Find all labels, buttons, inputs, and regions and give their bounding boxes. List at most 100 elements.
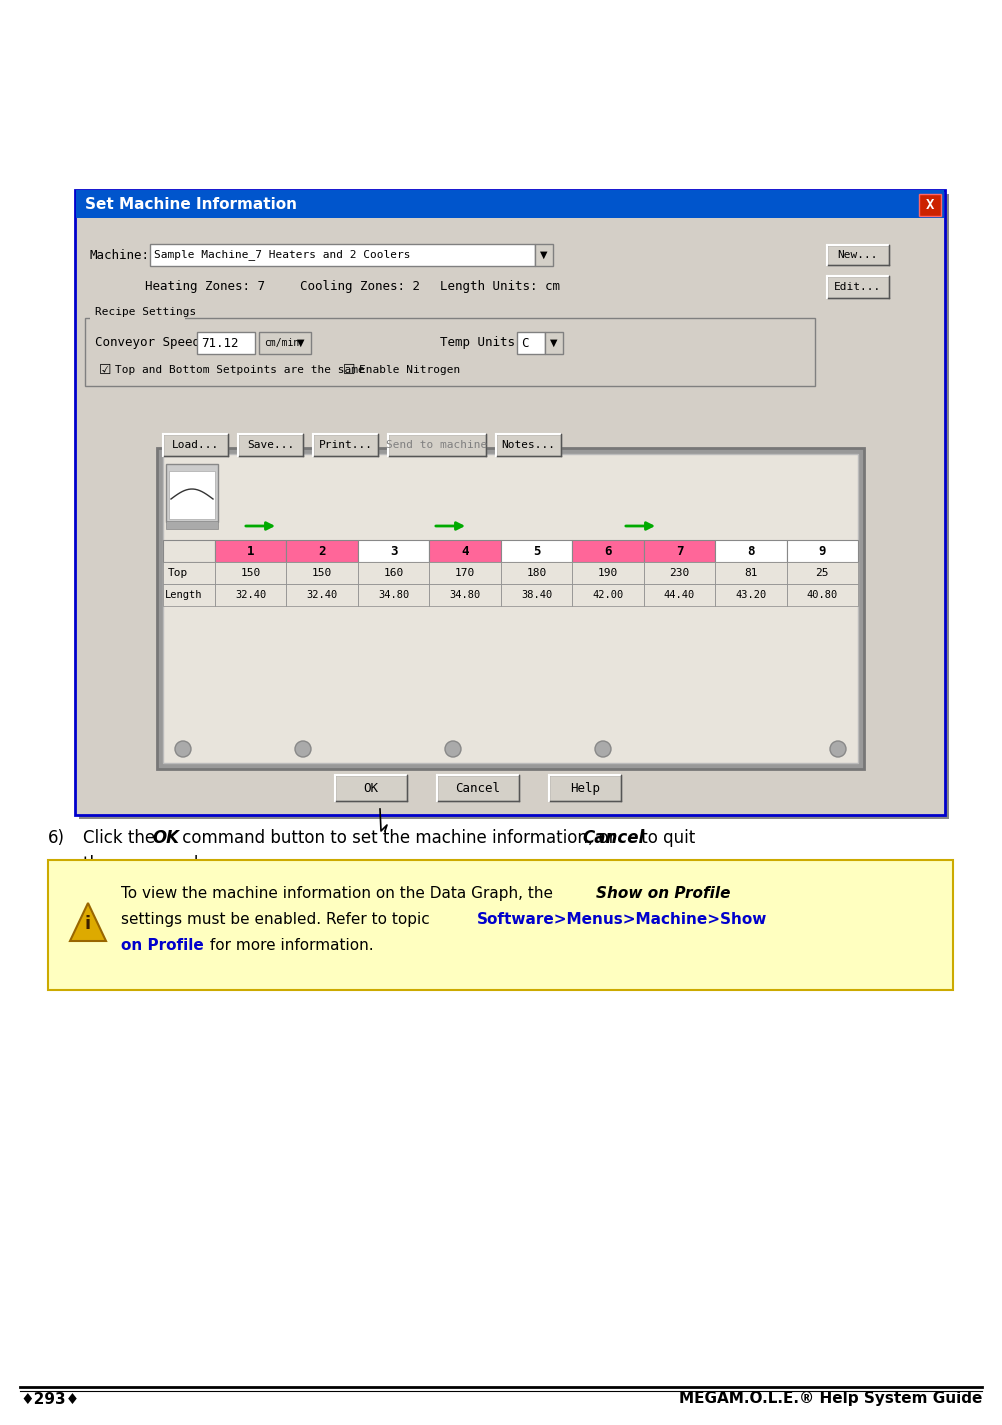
Bar <box>827 276 889 298</box>
Bar <box>715 584 787 606</box>
Text: 6: 6 <box>604 544 611 557</box>
Bar <box>169 472 215 519</box>
Bar <box>715 561 787 584</box>
Text: ☑: ☑ <box>99 363 111 378</box>
Text: 71.12: 71.12 <box>201 336 238 349</box>
Bar <box>545 332 563 353</box>
Text: Print...: Print... <box>319 440 373 450</box>
Bar <box>429 561 501 584</box>
Bar <box>90 314 185 323</box>
Bar <box>715 540 787 561</box>
Bar <box>429 540 501 561</box>
Text: settings must be enabled. Refer to topic: settings must be enabled. Refer to topic <box>121 912 435 928</box>
Circle shape <box>595 741 611 757</box>
Bar <box>85 318 815 386</box>
Bar <box>358 561 429 584</box>
Text: 2: 2 <box>319 544 326 557</box>
Bar <box>287 584 358 606</box>
Bar <box>215 540 287 561</box>
Text: i: i <box>85 915 91 933</box>
Text: 32.40: 32.40 <box>235 590 267 600</box>
Bar <box>76 190 944 218</box>
Text: OK: OK <box>364 781 379 795</box>
Bar <box>437 775 519 801</box>
Text: command button to set the machine information, or: command button to set the machine inform… <box>177 829 621 846</box>
Text: 190: 190 <box>598 569 618 579</box>
Text: 3: 3 <box>390 544 398 557</box>
Bar <box>335 775 407 801</box>
Text: 34.80: 34.80 <box>450 590 481 600</box>
Text: MEGAM.O.L.E.® Help System Guide: MEGAM.O.L.E.® Help System Guide <box>678 1391 982 1406</box>
Text: C: C <box>521 336 528 349</box>
Bar <box>197 332 255 353</box>
Text: 25: 25 <box>816 569 829 579</box>
Text: Temp Units:: Temp Units: <box>440 335 522 349</box>
Text: 4: 4 <box>461 544 469 557</box>
Bar <box>166 465 218 522</box>
Text: Cooling Zones: 2: Cooling Zones: 2 <box>300 279 420 292</box>
Text: 180: 180 <box>526 569 547 579</box>
Bar <box>572 540 643 561</box>
Text: Send to machine: Send to machine <box>387 440 488 450</box>
Bar <box>358 584 429 606</box>
Text: Length Units: cm: Length Units: cm <box>440 279 560 292</box>
Text: New...: New... <box>838 249 878 259</box>
Text: 81: 81 <box>744 569 758 579</box>
Bar <box>166 522 218 529</box>
Text: the command.: the command. <box>83 855 203 874</box>
Text: on Profile: on Profile <box>121 938 203 953</box>
Polygon shape <box>70 903 106 941</box>
Bar <box>827 245 889 265</box>
Bar <box>259 332 311 353</box>
Text: 9: 9 <box>819 544 826 557</box>
Text: ▼: ▼ <box>540 249 548 259</box>
Bar <box>215 561 287 584</box>
Text: 6): 6) <box>48 829 65 846</box>
Text: 40.80: 40.80 <box>807 590 838 600</box>
Bar <box>501 584 572 606</box>
Bar <box>787 540 858 561</box>
Text: 8: 8 <box>747 544 755 557</box>
Text: 5: 5 <box>533 544 540 557</box>
Text: 42.00: 42.00 <box>592 590 623 600</box>
Bar <box>150 244 535 266</box>
Bar <box>238 435 303 456</box>
Bar <box>501 540 572 561</box>
Text: Show on Profile: Show on Profile <box>596 886 730 901</box>
Text: Software>Menus>Machine>Show: Software>Menus>Machine>Show <box>477 912 768 928</box>
Circle shape <box>175 741 191 757</box>
Text: 32.40: 32.40 <box>307 590 338 600</box>
Bar <box>572 561 643 584</box>
Bar <box>535 244 553 266</box>
Bar <box>287 540 358 561</box>
Bar <box>388 435 486 456</box>
Bar <box>919 194 941 217</box>
Text: Top and Bottom Setpoints are the same: Top and Bottom Setpoints are the same <box>115 365 365 375</box>
Text: Save...: Save... <box>246 440 295 450</box>
Circle shape <box>830 741 846 757</box>
Bar <box>157 447 864 770</box>
Text: Load...: Load... <box>172 440 219 450</box>
Bar <box>358 540 429 561</box>
Bar <box>163 435 228 456</box>
Bar <box>501 561 572 584</box>
Text: Sample Machine_7 Heaters and 2 Coolers: Sample Machine_7 Heaters and 2 Coolers <box>154 249 411 261</box>
Text: ♦293♦: ♦293♦ <box>20 1391 79 1406</box>
Text: Enable Nitrogen: Enable Nitrogen <box>359 365 460 375</box>
Bar <box>313 435 378 456</box>
Text: Recipe Settings: Recipe Settings <box>95 306 196 316</box>
Text: To view the machine information on the Data Graph, the: To view the machine information on the D… <box>121 886 558 901</box>
Bar <box>787 584 858 606</box>
Text: to quit: to quit <box>636 829 695 846</box>
Text: ☐: ☐ <box>343 363 356 378</box>
Text: Notes...: Notes... <box>501 440 555 450</box>
Circle shape <box>445 741 461 757</box>
Text: Click the: Click the <box>83 829 160 846</box>
Bar <box>429 584 501 606</box>
Text: ▼: ▼ <box>298 338 305 348</box>
Text: Conveyor Speed:: Conveyor Speed: <box>95 335 207 349</box>
Text: 34.80: 34.80 <box>378 590 409 600</box>
Text: 38.40: 38.40 <box>521 590 552 600</box>
Text: Help: Help <box>570 781 600 795</box>
Text: Machine:: Machine: <box>90 248 150 262</box>
